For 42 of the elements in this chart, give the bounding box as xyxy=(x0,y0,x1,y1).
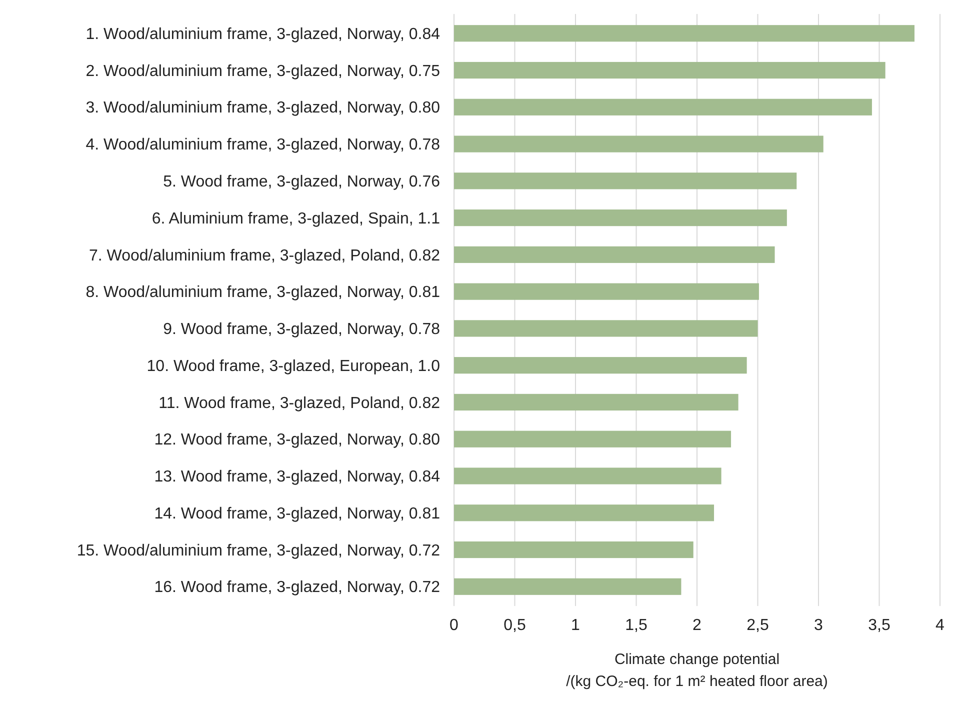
y-tick-label: 8. Wood/aluminium frame, 3-glazed, Norway, 0.81 xyxy=(86,284,440,302)
y-tick-label: 6. Aluminium frame, 3-glazed, Spain, 1.1 xyxy=(152,210,440,228)
x-tick-label: 2,5 xyxy=(746,617,769,634)
bar xyxy=(454,578,682,595)
x-tick-label: 4 xyxy=(936,617,945,634)
x-tick-label: 0,5 xyxy=(504,617,526,634)
bar xyxy=(454,468,722,484)
y-tick-label: 15. Wood/aluminium frame, 3-glazed, Norway, 0.72 xyxy=(76,542,440,560)
y-tick-label: 14. Wood frame, 3-glazed, Norway, 0.81 xyxy=(154,505,440,522)
x-tick-label: 2 xyxy=(692,617,702,634)
y-tick-label: 3. Wood/aluminium frame, 3-glazed, Norway, 0.80 xyxy=(86,100,440,117)
y-tick-label: 9. Wood frame, 3-glazed, Norway, 0.78 xyxy=(163,321,440,338)
bar xyxy=(454,394,738,411)
x-axis-title: Climate change potential /(kg CO₂-eq. for 1 m² heated floor area) xyxy=(566,651,828,690)
bar xyxy=(454,357,747,374)
bar xyxy=(454,283,759,300)
bar xyxy=(454,541,694,558)
bar xyxy=(454,98,872,116)
y-tick-label: 7. Wood/aluminium frame, 3-glazed, Poland, 0.82 xyxy=(88,247,440,264)
y-tick-label: 1. Wood/aluminium frame, 3-glazed, Norway, 0.84 xyxy=(86,26,440,43)
x-tick-label: 0 xyxy=(450,617,459,634)
bar xyxy=(454,504,714,522)
y-tick-label: 16. Wood frame, 3-glazed, Norway, 0.72 xyxy=(154,579,440,596)
bar xyxy=(454,209,787,226)
x-tick-label: 3 xyxy=(814,617,824,634)
bar xyxy=(454,25,914,42)
bar xyxy=(454,172,797,190)
bar xyxy=(454,62,886,79)
bar xyxy=(454,320,758,337)
y-tick-label: 5. Wood frame, 3-glazed, Norway, 0.76 xyxy=(163,174,440,191)
y-tick-label: 13. Wood frame, 3-glazed, Norway, 0.84 xyxy=(154,468,440,486)
x-tick-label: 3,5 xyxy=(868,617,890,634)
bar xyxy=(454,136,824,152)
bar xyxy=(454,246,775,263)
x-tick-label: 1,5 xyxy=(625,617,648,634)
y-tick-label: 11. Wood frame, 3-glazed, Poland, 0.82 xyxy=(158,394,440,412)
y-tick-label: 12. Wood frame, 3-glazed, Norway, 0.80 xyxy=(154,432,440,449)
y-tick-label: 2. Wood/aluminium frame, 3-glazed, Norway, 0.75 xyxy=(86,62,440,80)
y-tick-label: 10. Wood frame, 3-glazed, European, 1.0 xyxy=(146,358,440,375)
y-tick-label: 4. Wood/aluminium frame, 3-glazed, Norway, 0.78 xyxy=(86,136,440,154)
bar xyxy=(454,430,732,448)
x-tick-label: 1 xyxy=(571,617,580,634)
